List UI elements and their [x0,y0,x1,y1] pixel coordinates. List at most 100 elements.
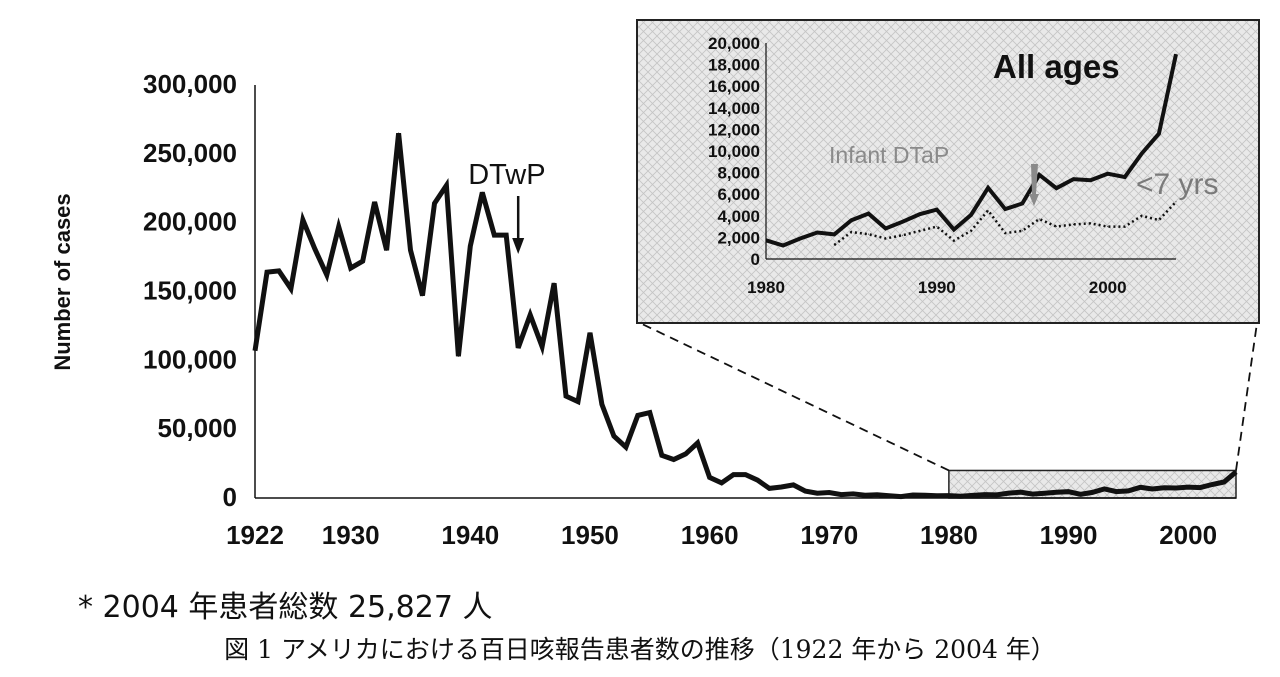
main-y-tick: 50,000 [157,413,237,443]
main-x-tick: 1990 [1040,520,1098,550]
legend-under-7: <7 yrs [1136,168,1219,201]
main-y-tick: 100,000 [143,344,237,374]
main-data-point [912,494,914,496]
inset-x-tick-labels: 1980 1990 2000 [747,278,1126,297]
main-data-point [697,442,699,444]
main-data-point [816,492,818,494]
under-7-point [953,240,955,242]
inset-chart: 0 2,000 4,000 6,000 8,000 10,000 12,000 14,000 1… [636,19,1260,324]
main-data-point [1103,488,1106,490]
main-data-point [984,494,986,496]
main-data-point [948,495,950,497]
main-data-point [1032,493,1034,495]
main-x-tick: 1980 [920,520,978,550]
under-7-point [970,230,972,232]
main-data-point [421,295,424,297]
under-7-point [1141,215,1143,217]
main-x-tick: 1950 [561,520,619,550]
under-7-point [1124,226,1126,228]
y-axis-label: Number of cases [50,193,75,370]
under-7-point [1175,201,1177,203]
inset-y-tick: 14,000 [708,99,760,118]
main-data-point [1199,486,1201,489]
main-x-tick: 2000 [1159,520,1217,550]
main-data-point [326,274,328,276]
under-7-point [919,230,921,232]
main-data-point [362,260,364,262]
all-ages-point [1175,53,1177,55]
main-y-tick: 300,000 [143,69,237,99]
all-ages-point [833,233,835,235]
main-data-point [1091,491,1094,493]
main-data-point [505,234,507,236]
main-data-point [649,412,651,414]
main-data-point [445,184,448,187]
main-data-point [685,453,687,455]
main-data-point [338,226,340,228]
main-data-point [601,403,603,405]
main-data-point [457,355,459,357]
main-data-point [732,473,735,476]
main-data-point [577,401,579,403]
main-data-point [350,267,352,269]
main-data-point [385,249,388,251]
under-7-point [1038,218,1040,220]
main-data-point [661,454,663,456]
main-data-point [744,473,747,476]
main-x-tick: 1922 [226,520,284,550]
all-ages-point [1090,179,1092,181]
zoom-connector-right [1235,322,1258,471]
main-data-point [900,496,902,498]
under-7-point [1021,230,1023,232]
main-data-point [1139,486,1141,488]
all-ages-point [1038,174,1040,176]
all-ages-point [765,239,767,241]
main-data-point [852,493,854,495]
all-ages-point [1021,202,1023,204]
main-x-tick-labels: 1922 1930 1940 1950 1960 1970 1980 1990 2000 [226,520,1217,550]
under-7-point [850,231,852,233]
inset-y-tick: 16,000 [708,77,760,96]
inset-background [636,19,1260,324]
inset-y-tick: 12,000 [708,120,760,139]
all-ages-point [1124,176,1126,178]
main-data-point [1187,486,1189,488]
footnote: * 2004 年患者総数 25,827 人 [78,590,493,625]
main-data-point [756,479,759,481]
all-ages-point [1141,152,1143,154]
main-data-point [1223,481,1225,483]
under-7-point [987,209,989,211]
all-ages-point [850,219,852,221]
main-data-point [397,132,400,134]
inset-y-tick: 20,000 [708,34,760,53]
main-data-point [529,314,531,316]
all-ages-point [1004,208,1006,210]
all-ages-point [1073,178,1074,180]
main-data-point [1235,471,1237,473]
main-data-point [972,494,974,496]
main-data-point [936,495,938,497]
inset-data-points [765,53,1177,246]
main-y-tick-labels: 0 50,000 100,000 150,000 200,000 250,000 300,0… [143,69,237,512]
main-data-point [804,490,806,492]
inset-y-tick: 0 [751,250,760,269]
under-7-point [833,244,835,246]
main-data-point [1163,487,1165,489]
main-data-point [481,191,483,193]
main-y-tick: 0 [223,482,237,512]
main-data-point [876,494,878,496]
main-data-point [864,494,866,496]
main-chart: Number of cases 0 50,000 100,000 150,000 200… [50,69,1258,550]
main-data-point [266,271,268,273]
main-data-point [1211,483,1213,486]
main-data-point [565,395,567,397]
main-data-point [517,347,519,349]
under-7-point [885,237,887,239]
main-data-point [960,495,962,497]
main-data-point [1115,491,1117,493]
inset-y-tick: 8,000 [717,164,760,183]
zoom-connector-left [639,322,950,472]
under-7-point [1107,226,1109,228]
under-7-point [936,226,938,228]
main-data-point [469,245,471,247]
